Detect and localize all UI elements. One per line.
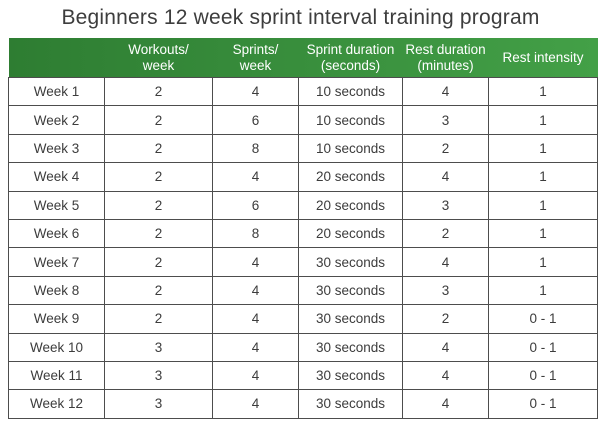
cell-sprint-duration: 20 seconds <box>298 190 403 220</box>
cell-rest-duration: 4 <box>402 389 489 419</box>
table-row: Week 11 3 4 30 seconds 4 0 - 1 <box>8 360 598 391</box>
col-header-rest-intensity: Rest intensity <box>502 49 584 65</box>
cell-sprints-per-week: 8 <box>212 133 299 164</box>
cell-week-label: Week 2 <box>8 105 105 135</box>
cell-week-label: Week 4 <box>8 162 105 192</box>
training-program-table: Workouts/ week Sprints/ week Sprint dura… <box>8 38 598 419</box>
cell-workouts-per-week: 2 <box>104 133 213 164</box>
cell-workouts-per-week: 2 <box>104 105 213 135</box>
cell-rest-duration: 4 <box>402 76 489 107</box>
cell-sprints-per-week: 4 <box>212 247 299 277</box>
cell-sprints-per-week: 8 <box>212 218 299 249</box>
cell-rest-intensity: 1 <box>488 275 598 306</box>
cell-rest-duration: 3 <box>402 190 489 220</box>
cell-sprint-duration: 10 seconds <box>298 105 403 135</box>
cell-workouts-per-week: 2 <box>104 304 213 334</box>
cell-workouts-per-week: 2 <box>104 190 213 220</box>
cell-week-label: Week 1 <box>8 76 105 107</box>
cell-workouts-per-week: 3 <box>104 360 213 391</box>
cell-sprints-per-week: 4 <box>212 275 299 306</box>
col-header-rest-duration: Rest duration (minutes) <box>405 41 486 73</box>
cell-sprints-per-week: 4 <box>212 76 299 107</box>
cell-sprint-duration: 30 seconds <box>298 332 403 362</box>
cell-workouts-per-week: 2 <box>104 218 213 249</box>
cell-sprint-duration: 30 seconds <box>298 275 403 306</box>
cell-rest-intensity: 0 - 1 <box>488 304 598 334</box>
cell-rest-duration: 4 <box>402 332 489 362</box>
cell-sprints-per-week: 4 <box>212 304 299 334</box>
table-row: Week 7 2 4 30 seconds 4 1 <box>8 247 598 277</box>
table-header: Workouts/ week Sprints/ week Sprint dura… <box>8 38 598 78</box>
cell-rest-intensity: 1 <box>488 190 598 220</box>
cell-workouts-per-week: 2 <box>104 247 213 277</box>
cell-rest-duration: 3 <box>402 275 489 306</box>
cell-week-label: Week 8 <box>8 275 105 306</box>
cell-workouts-per-week: 3 <box>104 389 213 419</box>
cell-rest-intensity: 1 <box>488 247 598 277</box>
cell-workouts-per-week: 2 <box>104 76 213 107</box>
cell-rest-duration: 2 <box>402 218 489 249</box>
cell-sprints-per-week: 6 <box>212 105 299 135</box>
cell-sprints-per-week: 4 <box>212 389 299 419</box>
cell-rest-duration: 3 <box>402 105 489 135</box>
cell-sprint-duration: 10 seconds <box>298 76 403 107</box>
cell-week-label: Week 9 <box>8 304 105 334</box>
cell-week-label: Week 3 <box>8 133 105 164</box>
cell-week-label: Week 6 <box>8 218 105 249</box>
table-row: Week 6 2 8 20 seconds 2 1 <box>8 218 598 249</box>
cell-workouts-per-week: 2 <box>104 162 213 192</box>
table-body: Week 1 2 4 10 seconds 4 1 Week 2 2 6 10 … <box>8 76 598 419</box>
cell-rest-intensity: 1 <box>488 76 598 107</box>
col-header-sprints-per-week: Sprints/ week <box>232 41 279 73</box>
col-header-week <box>9 38 105 78</box>
cell-rest-duration: 4 <box>402 162 489 192</box>
table-row: Week 12 3 4 30 seconds 4 0 - 1 <box>8 389 598 419</box>
cell-rest-intensity: 1 <box>488 218 598 249</box>
header-row: Workouts/ week Sprints/ week Sprint dura… <box>8 38 598 78</box>
cell-sprint-duration: 30 seconds <box>298 389 403 419</box>
cell-rest-intensity: 1 <box>488 105 598 135</box>
cell-sprints-per-week: 6 <box>212 190 299 220</box>
cell-rest-intensity: 0 - 1 <box>488 332 598 362</box>
cell-week-label: Week 5 <box>8 190 105 220</box>
cell-week-label: Week 10 <box>8 332 105 362</box>
cell-rest-duration: 4 <box>402 247 489 277</box>
cell-workouts-per-week: 3 <box>104 332 213 362</box>
page-title: Beginners 12 week sprint interval traini… <box>61 6 540 29</box>
table-row: Week 4 2 4 20 seconds 4 1 <box>8 162 598 192</box>
col-header-sprint-duration: Sprint duration (seconds) <box>306 41 395 73</box>
cell-week-label: Week 7 <box>8 247 105 277</box>
cell-sprints-per-week: 4 <box>212 360 299 391</box>
table-row: Week 1 2 4 10 seconds 4 1 <box>8 76 598 107</box>
cell-sprint-duration: 20 seconds <box>298 162 403 192</box>
table-row: Week 3 2 8 10 seconds 2 1 <box>8 133 598 164</box>
cell-rest-duration: 2 <box>402 304 489 334</box>
col-header-workouts-per-week: Workouts/ week <box>128 41 189 73</box>
table-row: Week 9 2 4 30 seconds 2 0 - 1 <box>8 304 598 334</box>
cell-sprints-per-week: 4 <box>212 332 299 362</box>
cell-week-label: Week 11 <box>8 360 105 391</box>
table-row: Week 10 3 4 30 seconds 4 0 - 1 <box>8 332 598 362</box>
cell-sprint-duration: 30 seconds <box>298 360 403 391</box>
cell-rest-duration: 2 <box>402 133 489 164</box>
cell-sprint-duration: 30 seconds <box>298 304 403 334</box>
cell-sprints-per-week: 4 <box>212 162 299 192</box>
table-row: Week 2 2 6 10 seconds 3 1 <box>8 105 598 135</box>
table-row: Week 5 2 6 20 seconds 3 1 <box>8 190 598 220</box>
cell-sprint-duration: 30 seconds <box>298 247 403 277</box>
cell-rest-intensity: 0 - 1 <box>488 389 598 419</box>
cell-rest-intensity: 1 <box>488 133 598 164</box>
table-row: Week 8 2 4 30 seconds 3 1 <box>8 275 598 306</box>
cell-rest-intensity: 0 - 1 <box>488 360 598 391</box>
cell-rest-duration: 4 <box>402 360 489 391</box>
cell-week-label: Week 12 <box>8 389 105 419</box>
cell-rest-intensity: 1 <box>488 162 598 192</box>
cell-workouts-per-week: 2 <box>104 275 213 306</box>
cell-sprint-duration: 10 seconds <box>298 133 403 164</box>
cell-sprint-duration: 20 seconds <box>298 218 403 249</box>
